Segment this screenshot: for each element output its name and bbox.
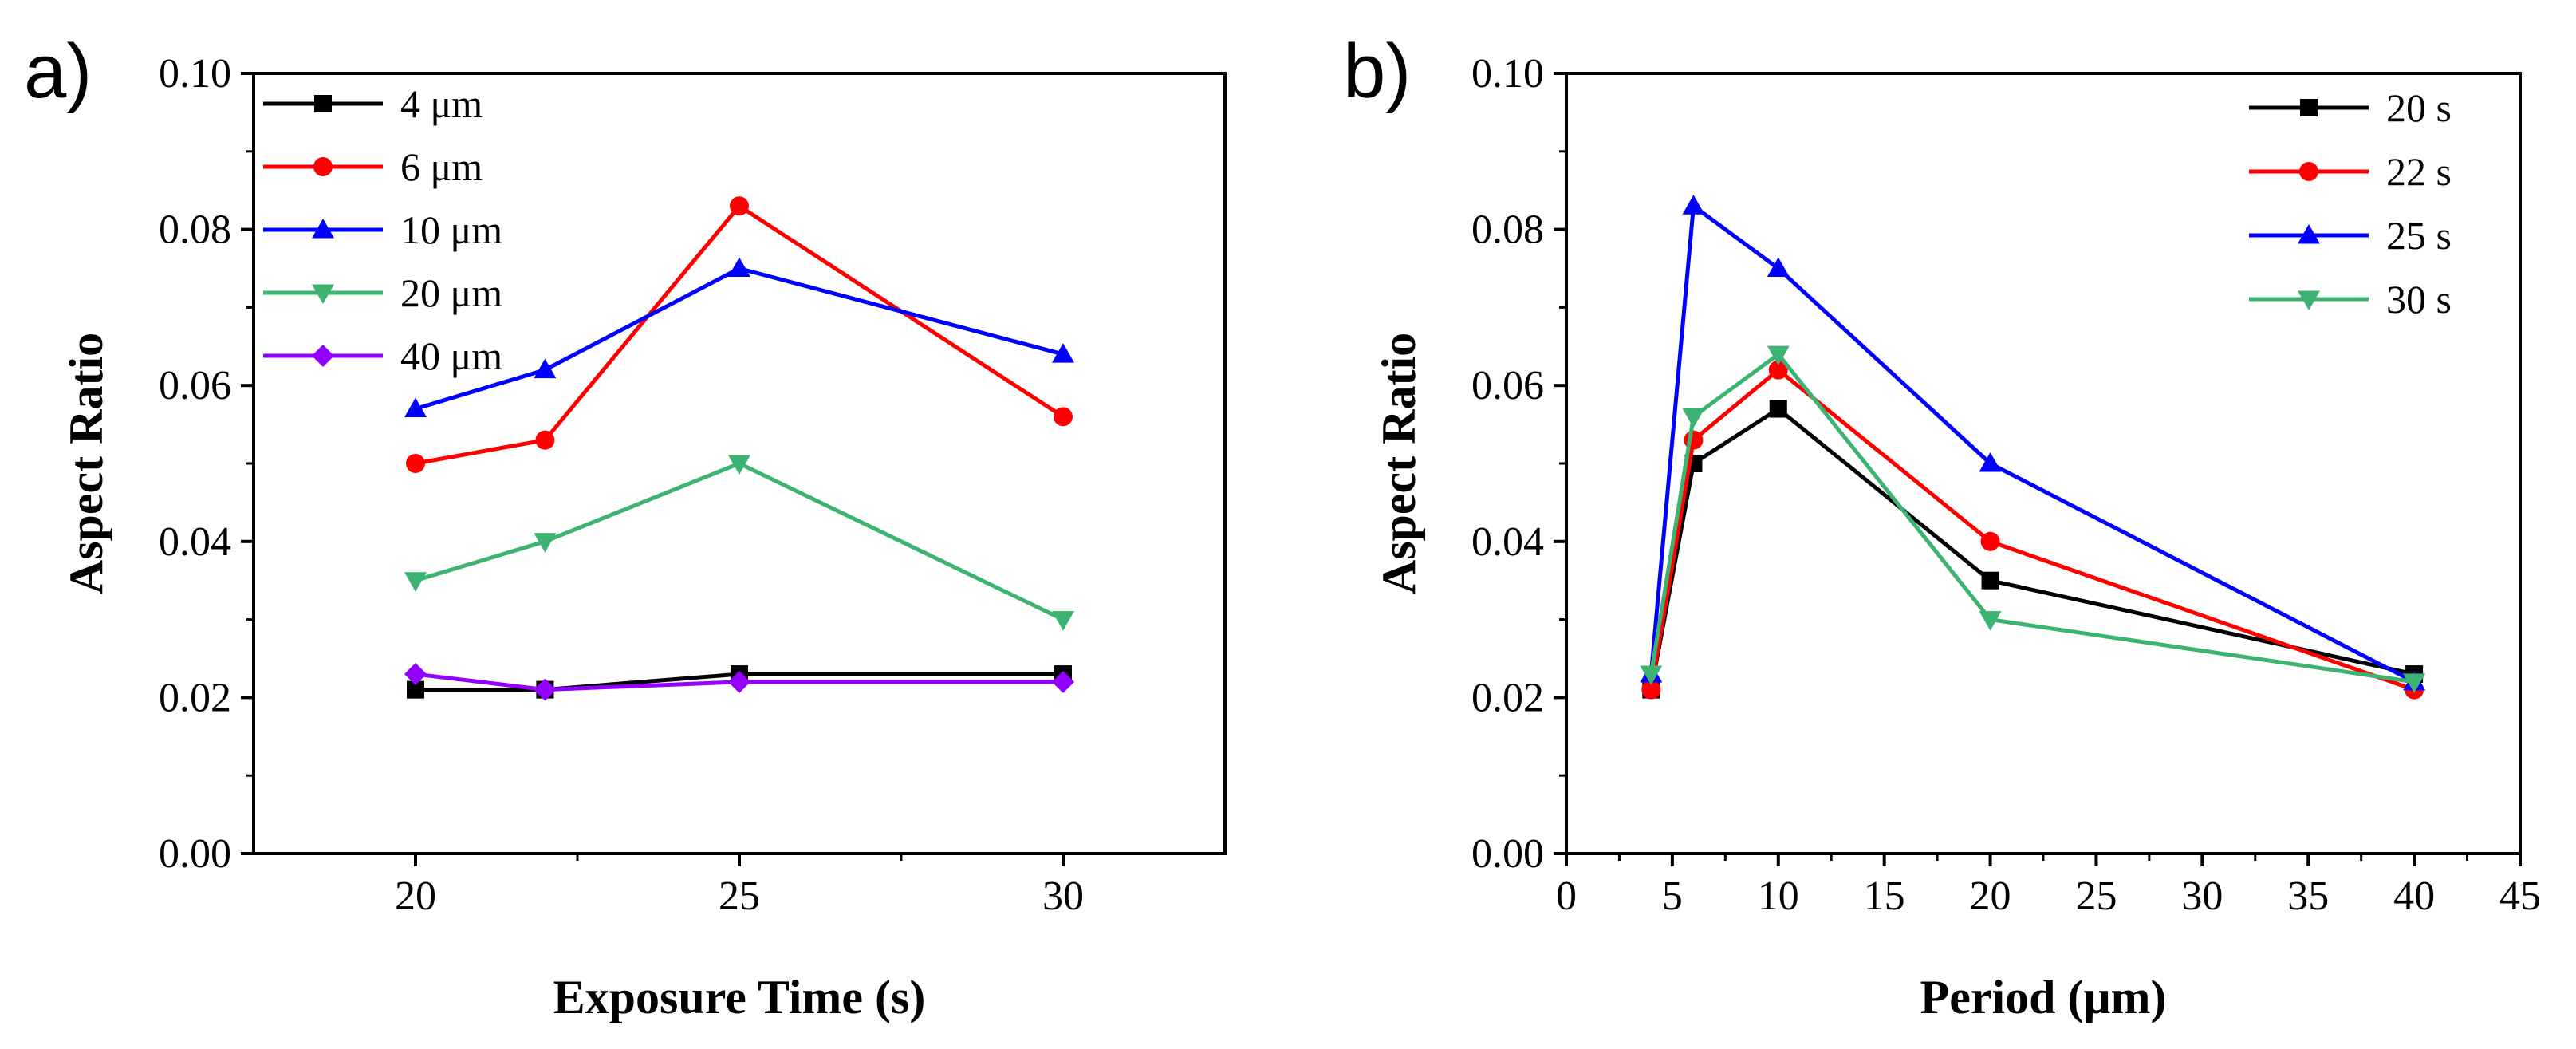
data-point-2-1 <box>1682 195 1705 215</box>
y-axis-title: Aspect Ratio <box>60 333 112 594</box>
data-point-3-3 <box>1052 611 1074 631</box>
series-line-0 <box>416 672 1063 692</box>
legend-marker <box>2298 290 2320 310</box>
data-point-2-3 <box>1052 343 1074 363</box>
legend-marker <box>2298 224 2320 244</box>
data-point-2-0 <box>404 397 427 418</box>
x-tick-label: 45 <box>2499 874 2541 919</box>
series-line-2 <box>415 266 1064 411</box>
data-point-4-3 <box>1052 670 1074 693</box>
x-tick-label: 0 <box>1556 874 1577 919</box>
legend-label: 20 s <box>2386 85 2452 130</box>
data-point-2-2 <box>728 257 750 277</box>
legend-label: 4 μm <box>400 81 483 126</box>
data-point-4-1 <box>534 678 557 701</box>
y-tick-label: 0.10 <box>159 51 231 97</box>
legend-marker <box>312 345 334 367</box>
data-point-3-0 <box>1640 665 1663 686</box>
x-tick-label: 30 <box>2181 874 2223 919</box>
y-tick-label: 0.00 <box>159 831 231 877</box>
data-point-2-2 <box>1767 257 1790 277</box>
x-axis-title: Exposure Time (s) <box>553 971 926 1023</box>
data-point-4-2 <box>728 670 750 693</box>
data-point-3-2 <box>1767 345 1790 366</box>
data-point-3-2 <box>728 455 750 475</box>
legend-label: 25 s <box>2386 213 2452 258</box>
data-point-1-3 <box>1054 407 1073 427</box>
data-point-3-3 <box>1979 611 2002 631</box>
x-tick-label: 25 <box>719 874 760 919</box>
data-point-3-1 <box>534 533 557 553</box>
plot-frame <box>1565 72 2522 855</box>
panel-label: a) <box>24 29 92 114</box>
series-line-2 <box>1648 203 2416 684</box>
data-point-1-0 <box>1641 680 1661 700</box>
data-point-3-4 <box>2403 673 2426 693</box>
legend-marker <box>2299 162 2318 181</box>
legend-label: 30 s <box>2386 277 2452 321</box>
legend-label: 22 s <box>2386 149 2452 194</box>
y-tick-label: 0.00 <box>1471 831 1544 877</box>
y-tick-label: 0.06 <box>1471 363 1544 408</box>
y-tick-label: 0.10 <box>1471 51 1544 97</box>
x-axis-title: Period (μm) <box>1920 971 2167 1023</box>
panel-label: b) <box>1343 29 1411 114</box>
legend-label: 6 μm <box>400 144 483 189</box>
data-point-0-2 <box>1769 400 1787 418</box>
legend-label: 20 μm <box>400 270 502 315</box>
data-point-1-0 <box>406 454 425 473</box>
data-point-0-3 <box>1981 571 1999 590</box>
x-tick-label: 25 <box>2075 874 2117 919</box>
data-point-0-0 <box>407 680 424 699</box>
x-tick-label: 20 <box>1970 874 2011 919</box>
x-tick-label: 15 <box>1864 874 1905 919</box>
legend-marker <box>312 284 334 304</box>
x-tick-label: 5 <box>1662 874 1683 919</box>
series-line-3 <box>415 461 1065 621</box>
y-tick-label: 0.04 <box>1471 519 1544 565</box>
y-axis-title: Aspect Ratio <box>1373 333 1425 594</box>
data-point-1-2 <box>1768 360 1788 380</box>
y-tick-label: 0.02 <box>1471 675 1544 720</box>
data-point-1-2 <box>730 196 749 216</box>
x-tick-label: 10 <box>1758 874 1799 919</box>
y-tick-label: 0.08 <box>1471 207 1544 253</box>
series-line-1 <box>415 203 1065 466</box>
data-point-3-1 <box>1682 408 1705 428</box>
series-line-4 <box>415 672 1063 692</box>
data-point-4-0 <box>404 663 427 686</box>
data-point-1-3 <box>1980 531 2000 551</box>
data-point-2-1 <box>534 358 557 379</box>
x-tick-label: 20 <box>395 874 436 919</box>
x-tick-label: 35 <box>2287 874 2329 919</box>
legend-marker <box>313 157 333 176</box>
y-tick-label: 0.04 <box>159 519 231 565</box>
legend-marker <box>2300 99 2318 116</box>
legend-label: 40 μm <box>400 333 502 378</box>
data-point-1-1 <box>535 430 555 450</box>
series-line-3 <box>1648 352 2415 684</box>
y-tick-label: 0.06 <box>159 363 231 408</box>
data-point-3-0 <box>404 572 427 592</box>
data-point-2-3 <box>1979 452 2002 472</box>
panel-a: a) 0.00 0.02 0.04 0.06 0.08 0.10 20 25 30 Exposure… <box>24 29 1227 1023</box>
legend-label: 10 μm <box>400 207 502 252</box>
panel-b: b) 0.00 0.02 0.04 0.06 0.08 0.10 0 5 10 15 20 25 30 35… <box>1343 29 2541 1023</box>
legend-marker <box>314 95 332 112</box>
y-tick-label: 0.08 <box>159 207 231 253</box>
x-tick-label: 40 <box>2393 874 2435 919</box>
y-tick-label: 0.02 <box>159 675 231 720</box>
legend-marker <box>312 219 334 239</box>
x-tick-label: 30 <box>1042 874 1084 919</box>
